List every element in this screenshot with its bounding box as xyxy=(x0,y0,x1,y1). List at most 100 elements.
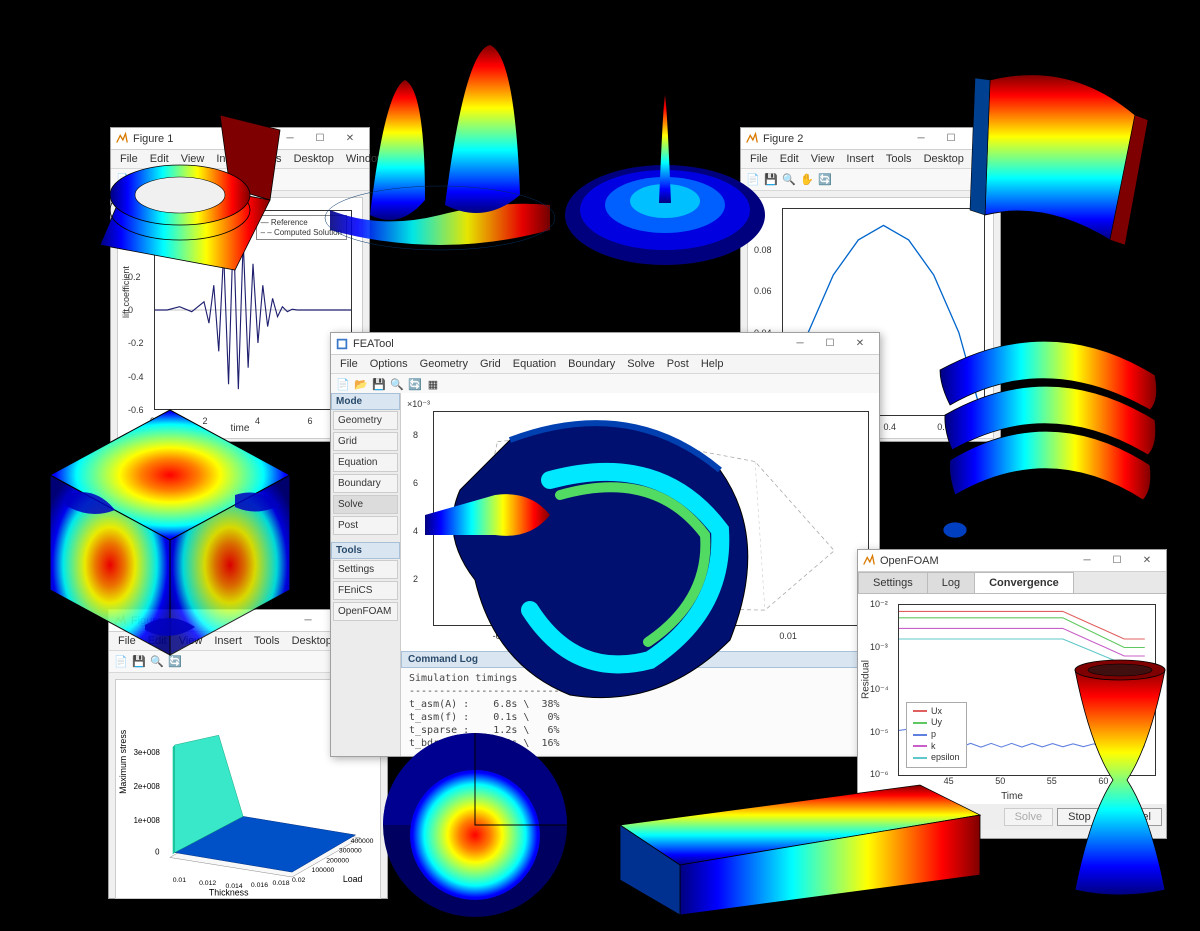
close-button[interactable]: ✕ xyxy=(966,129,996,149)
menu-view[interactable]: View xyxy=(174,634,208,648)
svg-text:Thickness: Thickness xyxy=(209,888,249,898)
menu-boundary[interactable]: Boundary xyxy=(563,357,620,371)
tool-fenics[interactable]: FEniCS xyxy=(333,581,398,600)
save-icon[interactable]: 💾 xyxy=(131,654,147,670)
svg-text:400000: 400000 xyxy=(351,838,374,845)
figure-bl-title: Figure xyxy=(131,615,293,627)
mode-grid[interactable]: Grid xyxy=(333,432,398,451)
minimize-button[interactable]: ─ xyxy=(293,611,323,631)
save-icon[interactable]: 💾 xyxy=(133,172,149,188)
figure1-titlebar[interactable]: Figure 1 ─ ☐ ✕ xyxy=(111,128,369,150)
featool-window: FEATool ─ ☐ ✕ File Options Geometry Grid… xyxy=(330,332,880,757)
close-button[interactable]: ✕ xyxy=(335,129,365,149)
zoom-icon[interactable]: 🔍 xyxy=(149,654,165,670)
maximize-button[interactable]: ☐ xyxy=(936,129,966,149)
zoom-in-icon[interactable]: 🔍 xyxy=(169,172,185,188)
menu-equation[interactable]: Equation xyxy=(508,357,561,371)
tool-openfoam[interactable]: OpenFOAM xyxy=(333,602,398,621)
new-icon[interactable]: 📄 xyxy=(335,377,351,393)
pan-icon[interactable]: ✋ xyxy=(799,172,815,188)
mode-geometry[interactable]: Geometry xyxy=(333,411,398,430)
menu-view[interactable]: View xyxy=(176,152,210,166)
menu-tools[interactable]: Tools xyxy=(881,152,917,166)
menu-desktop[interactable]: Desktop xyxy=(289,152,339,166)
legend-p: p xyxy=(931,729,936,741)
rotate-icon[interactable]: 🔄 xyxy=(407,377,423,393)
mode-solve[interactable]: Solve xyxy=(333,495,398,514)
menu-file[interactable]: File xyxy=(745,152,773,166)
tool-settings[interactable]: Settings xyxy=(333,560,398,579)
menu-help[interactable]: Help xyxy=(696,357,729,371)
menu-options[interactable]: Options xyxy=(365,357,413,371)
openfoam-plot[interactable]: Ux Uy p k epsilon Residual Time 45505560… xyxy=(858,594,1166,804)
figure2-titlebar[interactable]: Figure 2 ─ ☐ ✕ xyxy=(741,128,1000,150)
svg-text:0.016: 0.016 xyxy=(251,882,268,889)
menu-edit[interactable]: Edit xyxy=(145,152,174,166)
openfoam-title: OpenFOAM xyxy=(880,555,1072,567)
menu-grid[interactable]: Grid xyxy=(475,357,506,371)
mesh-icon[interactable]: ▦ xyxy=(425,377,441,393)
stop-button[interactable]: Stop xyxy=(1057,808,1102,826)
close-button[interactable]: ✕ xyxy=(1132,551,1162,571)
rotate-icon[interactable]: 🔄 xyxy=(205,172,221,188)
maximize-button[interactable]: ☐ xyxy=(815,334,845,354)
print-icon[interactable]: 🖨 xyxy=(151,172,167,188)
cmdlog-body[interactable]: Simulation timings ---------------------… xyxy=(401,668,879,754)
menu-edit[interactable]: Edit xyxy=(143,634,172,648)
menu-edit[interactable]: Edit xyxy=(775,152,804,166)
save-icon[interactable]: 💾 xyxy=(371,377,387,393)
figure1-plot-area[interactable]: — Reference – – Computed Solution lift c… xyxy=(117,197,363,439)
minimize-button[interactable]: ─ xyxy=(906,129,936,149)
maximize-button[interactable]: ☐ xyxy=(1102,551,1132,571)
menu-geometry[interactable]: Geometry xyxy=(415,357,473,371)
new-icon[interactable]: 📄 xyxy=(113,654,129,670)
rotate-icon[interactable]: 🔄 xyxy=(167,654,183,670)
menu-help[interactable]: Help xyxy=(392,152,425,166)
new-icon[interactable]: 📄 xyxy=(115,172,131,188)
rotate-icon[interactable]: 🔄 xyxy=(817,172,833,188)
menu-insert[interactable]: Insert xyxy=(841,152,879,166)
menu-file[interactable]: File xyxy=(113,634,141,648)
legend-computed: Computed Solution xyxy=(274,228,342,237)
menu-file[interactable]: File xyxy=(335,357,363,371)
mode-equation[interactable]: Equation xyxy=(333,453,398,472)
menu-desktop[interactable]: Desktop xyxy=(919,152,969,166)
maximize-button[interactable]: ☐ xyxy=(305,129,335,149)
tab-convergence[interactable]: Convergence xyxy=(974,572,1074,593)
menu-post[interactable]: Post xyxy=(662,357,694,371)
menu-tools[interactable]: Tools xyxy=(251,152,287,166)
solve-button[interactable]: Solve xyxy=(1004,808,1054,826)
cancel-button[interactable]: Cancel xyxy=(1106,808,1162,826)
zoom-icon[interactable]: 🔍 xyxy=(389,377,405,393)
featool-plot[interactable]: ×10⁻³ 2468 -0.01-0.00500.0050.01 xyxy=(401,393,879,653)
mode-boundary[interactable]: Boundary xyxy=(333,474,398,493)
menu-window[interactable]: Window xyxy=(971,152,1020,166)
featool-titlebar[interactable]: FEATool ─ ☐ ✕ xyxy=(331,333,879,355)
menu-insert[interactable]: Insert xyxy=(209,634,247,648)
open-icon[interactable]: 📂 xyxy=(353,377,369,393)
menu-insert[interactable]: Insert xyxy=(211,152,249,166)
save-icon[interactable]: 💾 xyxy=(763,172,779,188)
close-button[interactable]: ✕ xyxy=(845,334,875,354)
mode-post[interactable]: Post xyxy=(333,516,398,535)
tab-log[interactable]: Log xyxy=(927,572,975,593)
openfoam-window: OpenFOAM ─ ☐ ✕ Settings Log Convergence … xyxy=(857,549,1167,839)
menu-view[interactable]: View xyxy=(806,152,840,166)
minimize-button[interactable]: ─ xyxy=(275,129,305,149)
minimize-button[interactable]: ─ xyxy=(785,334,815,354)
openfoam-titlebar[interactable]: OpenFOAM ─ ☐ ✕ xyxy=(858,550,1166,572)
minimize-button[interactable]: ─ xyxy=(1072,551,1102,571)
openfoam-tabs: Settings Log Convergence xyxy=(858,572,1166,594)
menu-tools[interactable]: Tools xyxy=(249,634,285,648)
menu-file[interactable]: File xyxy=(115,152,143,166)
svg-text:300000: 300000 xyxy=(339,848,362,855)
zoom-icon[interactable]: 🔍 xyxy=(781,172,797,188)
menu-window[interactable]: Window xyxy=(341,152,390,166)
menu-help[interactable]: Help xyxy=(1022,152,1055,166)
menu-solve[interactable]: Solve xyxy=(622,357,660,371)
new-icon[interactable]: 📄 xyxy=(745,172,761,188)
tab-settings[interactable]: Settings xyxy=(858,572,928,593)
pan-icon[interactable]: ✋ xyxy=(187,172,203,188)
legend-uy: Uy xyxy=(931,717,942,729)
svg-text:0: 0 xyxy=(155,848,160,857)
